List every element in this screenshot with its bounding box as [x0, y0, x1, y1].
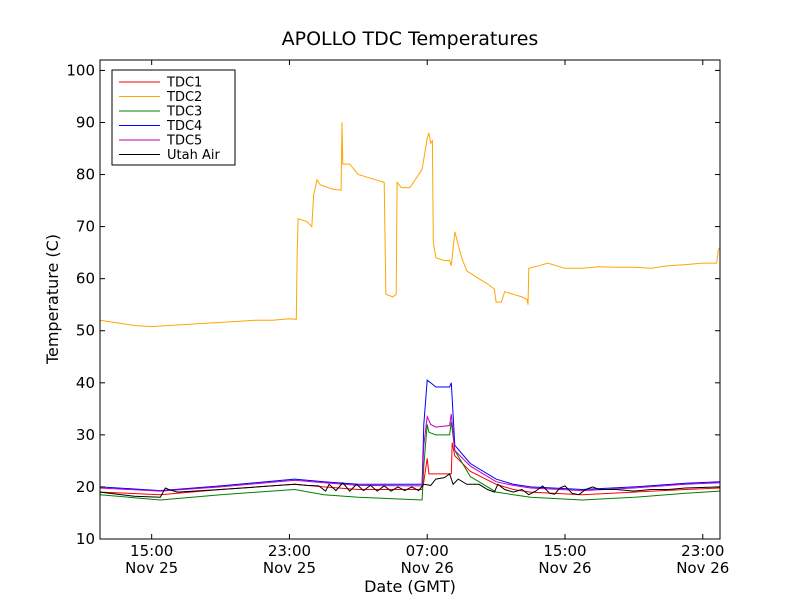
series-line-tdc5: [99, 413, 721, 492]
y-tick-label: 90: [76, 113, 95, 131]
series-line-tdc2: [99, 122, 721, 328]
legend-label: TDC3: [166, 105, 202, 120]
plot-frame: [99, 59, 721, 540]
y-tick-label: 20: [76, 478, 95, 496]
x-tick-label-time: 23:00: [268, 542, 311, 560]
y-tick-label: 60: [76, 270, 95, 288]
y-tick-label: 50: [76, 322, 95, 340]
y-tick-label: 40: [76, 374, 95, 392]
x-tick-label-date: Nov 25: [263, 559, 316, 577]
x-tick-label-time: 15:00: [130, 542, 173, 560]
chart-title: APOLLO TDC Temperatures: [282, 28, 539, 50]
y-tick-label: 70: [76, 218, 95, 236]
y-tick-label: 80: [76, 166, 95, 184]
legend-label: TDC1: [166, 76, 202, 91]
series-line-utah-air: [99, 473, 721, 498]
legend-label: TDC4: [166, 119, 202, 134]
series-line-tdc4: [99, 379, 721, 492]
x-tick-label-date: Nov 26: [401, 559, 454, 577]
series-layer: [99, 122, 721, 501]
y-tick-label: 100: [66, 61, 95, 79]
x-tick-label-time: 07:00: [406, 542, 449, 560]
legend-label: TDC5: [166, 134, 202, 149]
x-tick-label-time: 23:00: [681, 542, 724, 560]
x-tick-label-date: Nov 25: [125, 559, 178, 577]
x-tick-label-date: Nov 26: [538, 559, 591, 577]
legend-label: Utah Air: [167, 148, 220, 163]
x-tick-label-time: 15:00: [543, 542, 586, 560]
x-tick-label-date: Nov 26: [676, 559, 729, 577]
x-axis-label: Date (GMT): [364, 577, 456, 596]
y-tick-label: 30: [76, 426, 95, 444]
legend-frame: [111, 69, 236, 166]
series-line-tdc3: [99, 421, 721, 501]
legend-label: TDC2: [166, 90, 202, 105]
y-axis-label: Temperature (C): [43, 234, 62, 365]
y-tick-label: 10: [76, 530, 95, 548]
